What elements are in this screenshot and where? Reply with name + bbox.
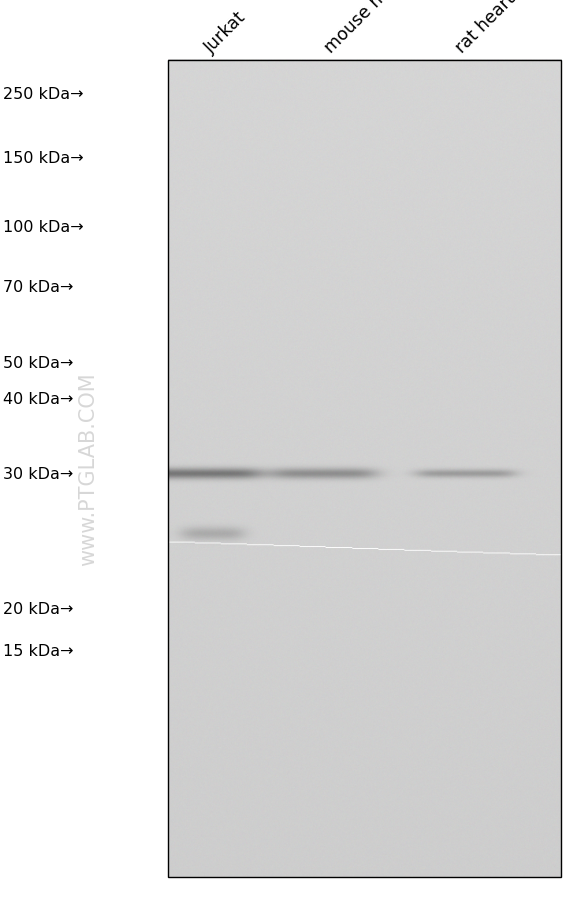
- Text: mouse heart: mouse heart: [321, 0, 412, 57]
- Text: 250 kDa→: 250 kDa→: [3, 87, 83, 102]
- Text: www.PTGLAB.COM: www.PTGLAB.COM: [78, 373, 99, 566]
- Text: Jurkat: Jurkat: [201, 8, 250, 57]
- Text: 50 kDa→: 50 kDa→: [3, 355, 73, 370]
- Text: rat heart: rat heart: [452, 0, 519, 57]
- Text: 100 kDa→: 100 kDa→: [3, 220, 83, 235]
- Text: 70 kDa→: 70 kDa→: [3, 280, 73, 294]
- Text: 15 kDa→: 15 kDa→: [3, 644, 74, 658]
- Text: 20 kDa→: 20 kDa→: [3, 602, 73, 616]
- Text: 150 kDa→: 150 kDa→: [3, 151, 83, 165]
- Bar: [168, 60, 561, 877]
- Text: 40 kDa→: 40 kDa→: [3, 391, 73, 406]
- Text: 30 kDa→: 30 kDa→: [3, 467, 73, 482]
